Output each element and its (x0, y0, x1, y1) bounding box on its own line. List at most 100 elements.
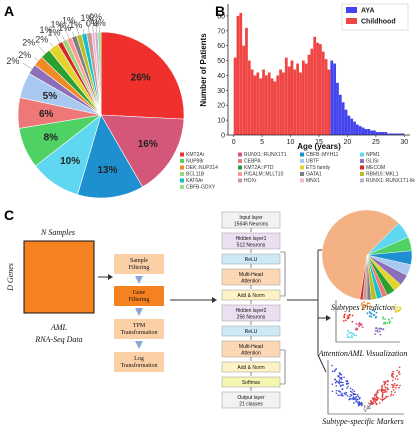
scatter-point (394, 311, 397, 313)
volcano-point (349, 395, 351, 398)
scatter-point (347, 314, 349, 317)
branch-line (317, 354, 327, 373)
mini-pie-slice (321, 209, 400, 300)
volcano-point (370, 399, 372, 402)
scatter-point (352, 333, 355, 335)
volcano-point (383, 397, 386, 400)
legend-swatch (238, 172, 242, 176)
layer-sublabel: 256 Neurons (237, 315, 266, 321)
pie-slice-label: 0% (89, 12, 102, 22)
volcano-point (335, 392, 338, 394)
pie-slice-label: 0% (93, 18, 106, 28)
legend-swatch (360, 152, 364, 157)
layer-sublabel: Attention (241, 351, 261, 357)
step-arrow (135, 308, 143, 316)
volcano-point (366, 405, 369, 407)
prediction-pie-thumbnail (321, 209, 413, 301)
volcano-point (342, 394, 344, 397)
x-axis-label: Age (years) (297, 142, 341, 151)
scatter-point (382, 316, 385, 319)
volcano-point (342, 381, 344, 384)
scatter-point (384, 321, 387, 324)
step-arrow (135, 276, 143, 284)
volcano-point (334, 369, 337, 371)
volcano-point (340, 381, 343, 384)
scatter-point (395, 308, 397, 311)
scatter-point (374, 333, 376, 335)
scatter-point (376, 329, 379, 332)
pie-slice-label: 1% (80, 13, 93, 23)
scatter-point (344, 319, 347, 322)
volcano-point (345, 382, 348, 385)
scatter-point (360, 304, 363, 307)
histogram-bar (242, 45, 246, 135)
y-tick-label: 80 (217, 13, 225, 20)
scatter-point (342, 320, 345, 322)
volcano-point (345, 391, 348, 394)
volcano-point (382, 391, 384, 394)
scatter-point (347, 316, 350, 319)
volcano-point (335, 389, 338, 392)
histogram-bar (267, 72, 271, 135)
scatter-point (375, 311, 378, 314)
legend-label: DEK::NUP214 (186, 165, 218, 171)
histogram-bar (390, 133, 393, 135)
layer-sublabel: 512 Neurons (237, 243, 266, 249)
legend-swatch (360, 172, 364, 176)
scatter-point (358, 325, 361, 328)
residual-connection (280, 251, 286, 297)
legend-swatch (238, 165, 242, 170)
volcano-point (398, 373, 401, 375)
volcano-point (346, 394, 349, 397)
histogram-bar (301, 60, 305, 136)
y-tick-label: 70 (217, 28, 225, 35)
arrow-head (212, 297, 217, 303)
legend-swatch (180, 159, 184, 163)
histogram-bar (250, 69, 254, 135)
volcano-point (392, 394, 395, 396)
histogram-bar (358, 126, 362, 135)
pie-slice-label: 6% (39, 109, 54, 120)
layer-label: ReLU (245, 257, 258, 263)
pie-slice-label: 1% (62, 15, 75, 25)
volcano-point (337, 394, 339, 396)
legend-label: GATA1 (306, 172, 322, 178)
volcano-point (373, 394, 376, 397)
volcano-point (357, 402, 360, 405)
volcano-point (354, 393, 357, 396)
volcano-point (350, 393, 352, 396)
legend-swatch (180, 152, 184, 157)
scatter-point (369, 305, 371, 308)
subtype-pie-chart: 26%16%13%10%8%6%5%2%2%2% 2%1%1%1%1%1%1%1%… (6, 12, 185, 199)
volcano-point (384, 390, 387, 392)
legend-swatch (300, 152, 304, 157)
x-tick-label: 15 (315, 139, 323, 146)
scatter-point (346, 329, 349, 332)
volcano-point (349, 390, 352, 393)
histogram-bar (401, 133, 405, 135)
mini-pie-slice (359, 254, 368, 301)
volcano-point (375, 398, 377, 400)
volcano-point (334, 378, 336, 381)
pie-slice-label: 0% (86, 18, 99, 28)
pie-leader-line (22, 62, 32, 70)
histogram-bar (264, 75, 268, 135)
volcano-point (376, 398, 379, 401)
volcano-point (333, 370, 336, 373)
volcano-point (387, 380, 390, 383)
histogram-bar (370, 130, 373, 135)
architecture-layer (221, 391, 281, 409)
embedding-scatter-thumbnail (335, 300, 402, 343)
volcano-point (395, 384, 397, 387)
x-tick-label: 10 (287, 139, 295, 146)
volcano-point (345, 393, 347, 396)
volcano-point (331, 390, 334, 393)
volcano-point (379, 389, 381, 391)
volcano-point (398, 366, 401, 369)
volcano-point (351, 391, 353, 394)
histogram-bar (338, 94, 342, 135)
scatter-point (366, 312, 369, 315)
volcano-point (331, 370, 334, 373)
histogram-bar (276, 75, 280, 135)
volcano-point (356, 393, 359, 396)
